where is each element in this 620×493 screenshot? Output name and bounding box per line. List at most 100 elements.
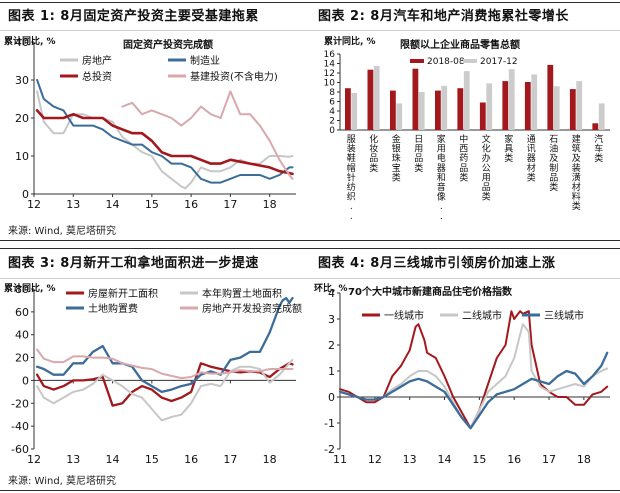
legend-label-1: 房屋新开工面积 <box>88 287 158 300</box>
x-tick-label: 18 <box>263 198 277 211</box>
y-tick-label: 8 <box>329 88 335 98</box>
panel-3-title: 图表 3: 8月新开工和拿地面积进一步提速 <box>8 256 259 271</box>
series-line-3 <box>35 296 294 394</box>
series-line-2 <box>339 323 609 430</box>
x-tick-label: 12 <box>27 453 41 466</box>
x-tick-label: 16 <box>184 198 198 211</box>
category-label-9: 通讯器材类 <box>527 134 536 183</box>
bar-8-1 <box>502 81 509 130</box>
legend-label-2: 本年购置土地面积 <box>202 287 282 300</box>
y-tick-label: 0 <box>329 126 335 136</box>
x-tick-label: 15 <box>472 453 486 466</box>
legend-label-2: 制造业 <box>190 54 220 67</box>
x-tick-label: 14 <box>438 453 452 466</box>
x-tick-label: 18 <box>577 453 591 466</box>
x-tick-label: 15 <box>145 198 159 211</box>
x-tick-label: 15 <box>145 453 159 466</box>
y-tick-label: -20 <box>11 397 29 410</box>
y-tick-label: 60 <box>15 306 29 319</box>
y-tick-label: 40 <box>15 329 29 342</box>
category-label-7: 文化办公用品类 <box>482 133 491 203</box>
series-line-1 <box>36 90 294 190</box>
bar-5-1 <box>435 90 441 130</box>
category-label-10: 石油及制品类 <box>549 135 558 193</box>
y-axis-label: 累计同比, % <box>4 35 56 47</box>
legend-label-3: 土地购置费 <box>88 302 138 315</box>
chart-new-starts-and-land: -60 -40 -20 0 20 40 60 80 12 13 14 15 16 17 18 累计同比, % 房… <box>4 282 302 466</box>
y-tick-label: 20 <box>15 352 29 365</box>
bar-4-2 <box>418 92 425 130</box>
x-tick-label: 16 <box>507 453 521 466</box>
y-tick-label: -40 <box>11 420 29 433</box>
x-tick-label: 14 <box>106 453 120 466</box>
bar-9-2 <box>531 74 538 130</box>
series-line-1 <box>339 310 609 430</box>
y-tick-label: 16 <box>324 50 336 60</box>
x-tick-label: 18 <box>263 453 277 466</box>
top-border <box>0 2 620 3</box>
x-tick-label: 14 <box>106 198 120 211</box>
legend-label-1: 一线城市 <box>384 309 424 322</box>
bar-6-2 <box>463 71 470 130</box>
bar-11-2 <box>576 81 583 130</box>
middle-border-upper <box>0 240 620 241</box>
category-label-5: 家用电器和音像... <box>437 133 446 222</box>
y-tick-label: 3 <box>328 313 335 326</box>
panel-2-title: 图表 2: 8月汽车和地产消费拖累社零增长 <box>318 9 569 24</box>
bar-11-1 <box>569 89 576 130</box>
y-tick-label: 10 <box>15 150 29 163</box>
bar-3-2 <box>396 103 403 130</box>
x-tick-label: 12 <box>368 453 382 466</box>
bar-8-2 <box>508 69 515 130</box>
y-tick-label: 1 <box>328 365 335 378</box>
series-line-3 <box>338 351 609 430</box>
legend-label-4: 基建投资(不含电力) <box>190 70 278 83</box>
chart-title: 70个大中城市新建商品住宅价格指数 <box>348 285 513 298</box>
y-tick-label: 2 <box>329 117 335 127</box>
panel-1-source: 来源: Wind, 莫尼塔研究 <box>8 226 117 237</box>
y-tick-label: 4 <box>328 287 335 300</box>
y-tick-label: 12 <box>324 69 335 79</box>
x-tick-label: 11 <box>333 453 347 466</box>
legend-label-1: 2018-08 <box>427 57 465 67</box>
y-axis-label: 累计同比, % <box>4 282 56 294</box>
legend-label-4: 房地产开发投资完成额 <box>202 302 302 315</box>
x-tick-label: 17 <box>223 453 237 466</box>
y-tick-label: 0 <box>22 374 29 387</box>
x-tick-label: 13 <box>66 453 80 466</box>
panel-4-title: 图表 4: 8月三线城市引领房价加速上涨 <box>318 256 556 271</box>
y-tick-label: 10 <box>324 79 336 89</box>
bottom-title-divider <box>0 278 620 279</box>
y-tick-label: -1 <box>324 417 335 430</box>
bar-6-1 <box>457 88 464 130</box>
y-axis-label: 环比, % <box>314 282 348 294</box>
bar-12-2 <box>598 103 605 130</box>
y-tick-label: -2 <box>324 443 335 456</box>
x-tick-label: 13 <box>66 198 80 211</box>
bar-2-2 <box>373 65 380 130</box>
x-tick-label: 17 <box>223 198 237 211</box>
chart-title: 固定资产投资完成额 <box>123 38 213 51</box>
bar-10-2 <box>553 86 560 130</box>
series-line-2 <box>36 358 294 422</box>
y-tick-label: 80 <box>15 283 29 296</box>
y-tick-label: 2 <box>328 339 335 352</box>
legend-label-2: 二线城市 <box>462 309 502 322</box>
legend-label-2: 2017-12 <box>480 57 518 67</box>
legend-label-1: 房地产 <box>82 54 112 67</box>
category-label-6: 中西药品类 <box>459 133 468 183</box>
y-tick-label: 40 <box>15 36 29 49</box>
category-label-11: 建筑及装潢材料类 <box>572 133 581 212</box>
chart-title: 限额以上企业商品零售总额 <box>400 38 520 51</box>
series-line-3 <box>35 109 294 176</box>
x-tick-label: 13 <box>403 453 417 466</box>
bar-7-2 <box>486 83 493 130</box>
x-tick-label: 12 <box>27 198 41 211</box>
y-tick-label: 20 <box>15 112 29 125</box>
series-line-4 <box>121 90 294 180</box>
middle-border-lower <box>0 248 620 249</box>
x-tick-label: 17 <box>542 453 556 466</box>
chart-fixed-asset-investment: 0 10 20 30 40 12 13 14 15 16 17 18 累计同比, % 固定资产投资完成额房… <box>4 35 296 211</box>
